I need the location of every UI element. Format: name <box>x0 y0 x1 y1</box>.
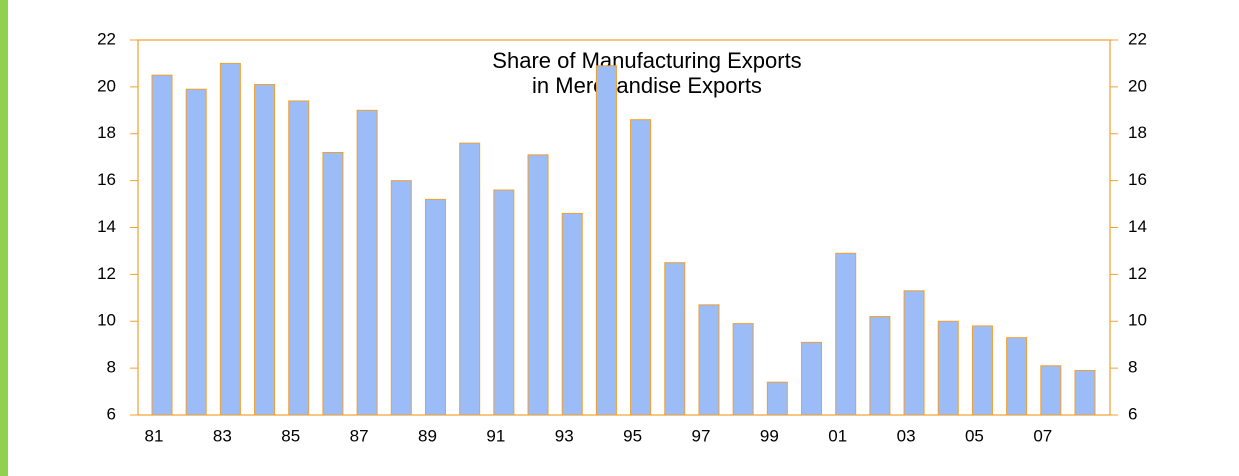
bar <box>971 325 993 416</box>
bar <box>835 252 857 416</box>
y-tick-label: 14 <box>97 217 116 236</box>
x-tick-label: 99 <box>760 426 779 445</box>
y-tick-label: 8 <box>107 358 116 377</box>
y-tick-label: 22 <box>97 29 116 48</box>
y2-tick-label: 8 <box>1128 358 1137 377</box>
bar <box>801 341 823 416</box>
bar <box>698 304 720 416</box>
x-tick-label: 01 <box>828 426 847 445</box>
bar <box>1040 365 1062 416</box>
bar <box>664 262 686 416</box>
bar <box>151 74 173 416</box>
y-tick-label: 20 <box>97 76 116 95</box>
x-tick-label: 81 <box>145 426 164 445</box>
x-tick-label: 85 <box>281 426 300 445</box>
x-tick-label: 05 <box>965 426 984 445</box>
bar <box>424 198 446 416</box>
bar <box>1074 369 1096 416</box>
y2-tick-label: 6 <box>1128 404 1137 423</box>
chart-title: Share of Manufacturing Exports <box>492 48 801 73</box>
x-tick-label: 03 <box>897 426 916 445</box>
bar <box>527 154 549 416</box>
bar <box>322 152 344 416</box>
y2-tick-label: 12 <box>1128 264 1147 283</box>
bar <box>459 142 481 416</box>
bar <box>1006 337 1028 416</box>
bar <box>595 65 617 416</box>
bar <box>185 88 207 416</box>
bar <box>493 189 515 416</box>
y-tick-label: 16 <box>97 170 116 189</box>
y2-tick-label: 10 <box>1128 311 1147 330</box>
y-tick-label: 10 <box>97 311 116 330</box>
bar <box>732 323 754 416</box>
x-tick-label: 97 <box>692 426 711 445</box>
y-tick-label: 6 <box>107 404 116 423</box>
bar <box>903 290 925 416</box>
bar <box>219 62 241 416</box>
y2-tick-label: 16 <box>1128 170 1147 189</box>
y2-tick-label: 20 <box>1128 76 1147 95</box>
side-strip <box>0 0 8 476</box>
bar <box>630 119 652 416</box>
bar <box>356 109 378 416</box>
y-tick-label: 18 <box>97 123 116 142</box>
x-tick-label: 83 <box>213 426 232 445</box>
chart-title: in Merchandise Exports <box>532 73 762 98</box>
bar <box>561 212 583 416</box>
x-tick-label: 93 <box>555 426 574 445</box>
x-tick-label: 95 <box>623 426 642 445</box>
y2-tick-label: 18 <box>1128 123 1147 142</box>
bar <box>254 84 276 416</box>
x-tick-label: 89 <box>418 426 437 445</box>
bar <box>766 381 788 416</box>
x-tick-label: 07 <box>1033 426 1052 445</box>
y2-tick-label: 14 <box>1128 217 1147 236</box>
y-tick-label: 12 <box>97 264 116 283</box>
bar <box>869 316 891 416</box>
bar <box>937 320 959 416</box>
x-tick-label: 91 <box>486 426 505 445</box>
bar <box>390 180 412 416</box>
bar <box>288 100 310 416</box>
y2-tick-label: 22 <box>1128 29 1147 48</box>
x-tick-label: 87 <box>350 426 369 445</box>
